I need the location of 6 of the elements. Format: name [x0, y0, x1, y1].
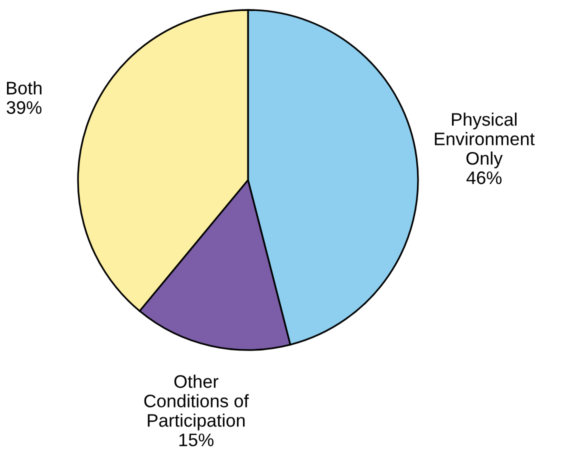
slice-label: Physical Environment Only: [434, 112, 535, 168]
data-label: 46%: [466, 171, 502, 184]
slice-label: Both: [6, 81, 42, 95]
data-label: 39%: [6, 101, 42, 114]
slice-label: Other Conditions of Participation: [144, 374, 249, 430]
data-label: 15%: [179, 434, 214, 446]
